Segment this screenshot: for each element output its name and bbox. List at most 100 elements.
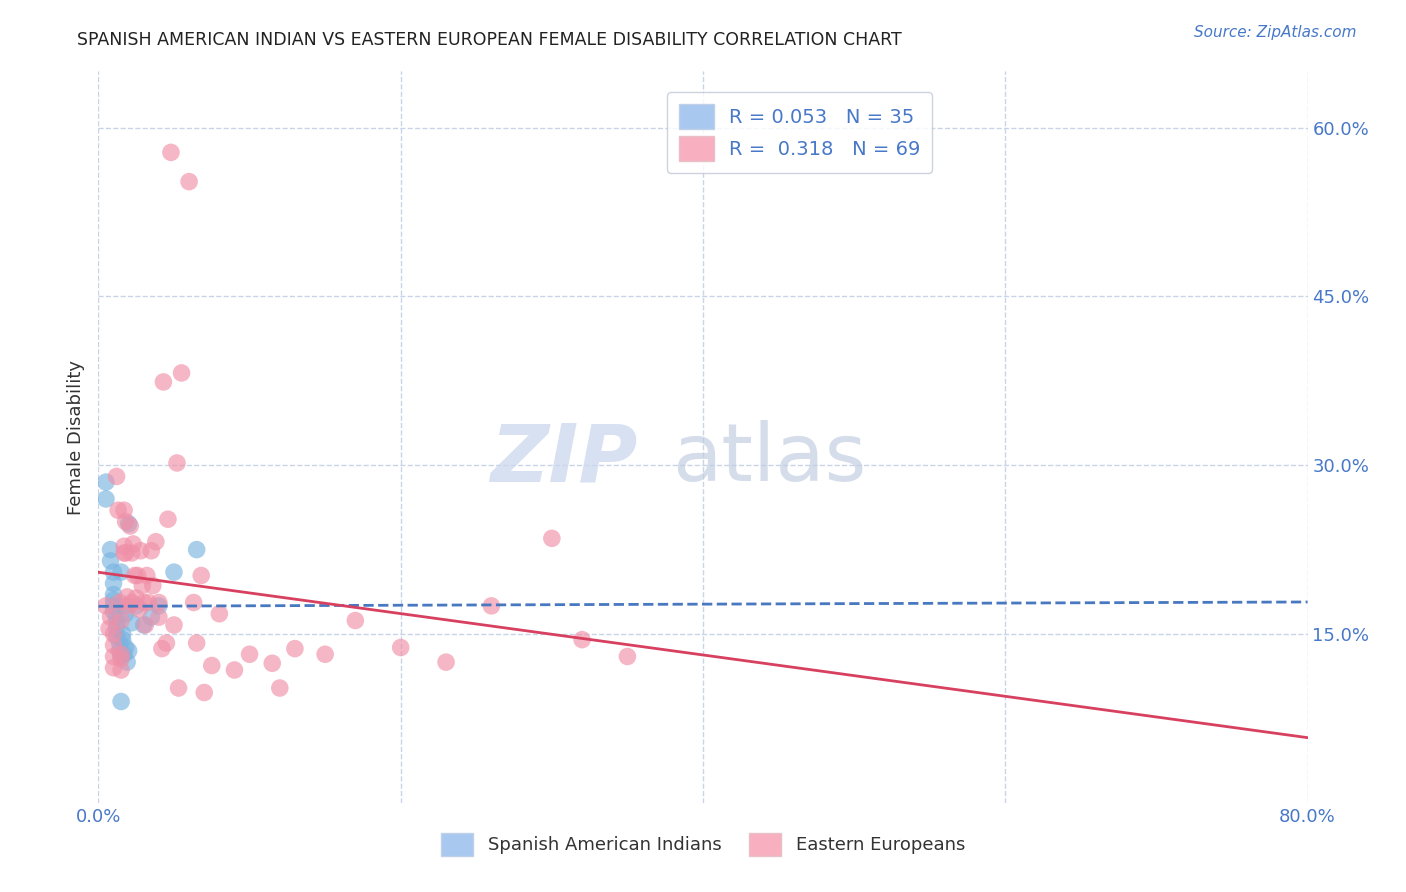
- Point: [170, 366, 193, 380]
- Point: [186, 636, 208, 650]
- Point: [107, 503, 129, 517]
- Point: [103, 588, 125, 602]
- Point: [129, 543, 152, 558]
- Point: [616, 649, 638, 664]
- Point: [112, 647, 135, 661]
- Point: [148, 610, 170, 624]
- Point: [103, 576, 125, 591]
- Point: [128, 602, 150, 616]
- Point: [131, 579, 153, 593]
- Y-axis label: Female Disability: Female Disability: [66, 359, 84, 515]
- Point: [110, 614, 132, 628]
- Point: [103, 649, 125, 664]
- Point: [103, 599, 125, 613]
- Point: [100, 554, 122, 568]
- Point: [135, 568, 157, 582]
- Point: [110, 649, 132, 664]
- Point: [190, 568, 212, 582]
- Point: [183, 595, 205, 609]
- Point: [224, 663, 246, 677]
- Point: [114, 640, 136, 655]
- Point: [100, 542, 122, 557]
- Point: [110, 663, 132, 677]
- Point: [136, 595, 159, 609]
- Point: [112, 503, 135, 517]
- Point: [110, 652, 132, 666]
- Point: [108, 595, 131, 609]
- Point: [94, 491, 117, 506]
- Point: [163, 565, 186, 579]
- Point: [127, 568, 149, 582]
- Point: [389, 640, 412, 655]
- Point: [314, 647, 336, 661]
- Point: [148, 595, 170, 609]
- Text: atlas: atlas: [672, 420, 866, 498]
- Point: [105, 629, 128, 643]
- Point: [118, 516, 141, 531]
- Point: [98, 621, 121, 635]
- Point: [110, 565, 132, 579]
- Point: [103, 661, 125, 675]
- Point: [434, 655, 457, 669]
- Point: [103, 638, 125, 652]
- Point: [262, 657, 284, 671]
- Point: [141, 610, 163, 624]
- Point: [103, 627, 125, 641]
- Point: [108, 644, 131, 658]
- Point: [121, 595, 143, 609]
- Point: [134, 618, 156, 632]
- Point: [108, 636, 131, 650]
- Point: [103, 593, 125, 607]
- Point: [208, 607, 231, 621]
- Point: [103, 605, 125, 619]
- Legend: Spanish American Indians, Eastern Europeans: Spanish American Indians, Eastern Europe…: [433, 826, 973, 863]
- Point: [118, 599, 141, 613]
- Point: [105, 621, 128, 635]
- Point: [239, 647, 262, 661]
- Point: [105, 610, 128, 624]
- Point: [115, 590, 138, 604]
- Text: ZIP: ZIP: [491, 420, 638, 498]
- Point: [179, 175, 201, 189]
- Point: [125, 599, 148, 613]
- Point: [105, 469, 128, 483]
- Point: [344, 614, 367, 628]
- Text: SPANISH AMERICAN INDIAN VS EASTERN EUROPEAN FEMALE DISABILITY CORRELATION CHART: SPANISH AMERICAN INDIAN VS EASTERN EUROP…: [77, 31, 903, 49]
- Point: [112, 546, 135, 560]
- Point: [284, 641, 307, 656]
- Point: [114, 515, 136, 529]
- Point: [186, 542, 208, 557]
- Point: [120, 519, 142, 533]
- Point: [121, 546, 143, 560]
- Point: [121, 615, 143, 630]
- Point: [167, 681, 190, 695]
- Point: [105, 615, 128, 630]
- Point: [110, 694, 132, 708]
- Point: [114, 599, 136, 613]
- Point: [122, 537, 145, 551]
- Point: [152, 375, 174, 389]
- Point: [201, 658, 224, 673]
- Point: [540, 532, 562, 546]
- Point: [110, 647, 132, 661]
- Point: [163, 618, 186, 632]
- Point: [142, 579, 165, 593]
- Point: [166, 456, 188, 470]
- Point: [132, 618, 155, 632]
- Point: [148, 599, 170, 613]
- Text: Source: ZipAtlas.com: Source: ZipAtlas.com: [1194, 25, 1357, 40]
- Point: [100, 610, 122, 624]
- Point: [114, 546, 136, 560]
- Point: [124, 568, 146, 582]
- Point: [111, 627, 134, 641]
- Point: [94, 599, 117, 613]
- Point: [481, 599, 503, 613]
- Point: [156, 512, 179, 526]
- Point: [269, 681, 291, 695]
- Point: [111, 632, 134, 647]
- Point: [94, 475, 117, 489]
- Point: [155, 636, 177, 650]
- Point: [150, 641, 173, 656]
- Point: [125, 591, 148, 605]
- Point: [193, 685, 215, 699]
